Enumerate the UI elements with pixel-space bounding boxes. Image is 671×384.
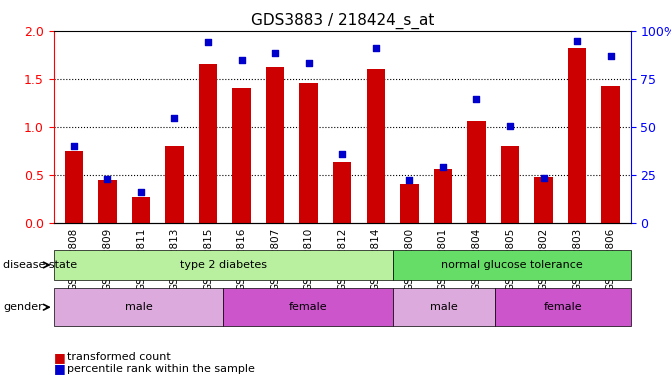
Text: percentile rank within the sample: percentile rank within the sample bbox=[67, 364, 255, 374]
Text: normal glucose tolerance: normal glucose tolerance bbox=[441, 260, 583, 270]
Point bbox=[437, 164, 448, 170]
Text: type 2 diabetes: type 2 diabetes bbox=[180, 260, 267, 270]
Bar bbox=[501, 146, 519, 223]
Point bbox=[572, 38, 582, 45]
Text: male: male bbox=[430, 302, 458, 312]
Bar bbox=[165, 146, 184, 223]
Point bbox=[68, 143, 79, 149]
Point bbox=[236, 56, 247, 63]
Text: ■: ■ bbox=[54, 351, 66, 364]
Point bbox=[404, 177, 415, 184]
Bar bbox=[98, 180, 117, 223]
Point bbox=[605, 53, 616, 59]
Bar bbox=[534, 177, 553, 223]
Text: male: male bbox=[125, 302, 152, 312]
Bar bbox=[601, 86, 620, 223]
Bar bbox=[132, 197, 150, 223]
Point bbox=[203, 39, 213, 45]
Bar bbox=[64, 151, 83, 223]
Point bbox=[471, 96, 482, 102]
Point bbox=[136, 189, 146, 195]
Bar bbox=[232, 88, 251, 223]
Bar bbox=[467, 121, 486, 223]
Bar bbox=[333, 162, 352, 223]
Text: transformed count: transformed count bbox=[67, 352, 171, 362]
Text: ■: ■ bbox=[54, 362, 66, 375]
Bar bbox=[568, 48, 586, 223]
Bar bbox=[199, 65, 217, 223]
Point bbox=[370, 45, 381, 51]
Point bbox=[505, 123, 515, 129]
Point bbox=[337, 151, 348, 157]
Bar bbox=[266, 67, 285, 223]
Text: gender: gender bbox=[3, 302, 43, 312]
Point bbox=[102, 175, 113, 182]
Bar bbox=[433, 169, 452, 223]
Point bbox=[169, 115, 180, 121]
Text: disease state: disease state bbox=[3, 260, 77, 270]
Text: female: female bbox=[289, 302, 327, 312]
Bar bbox=[400, 184, 419, 223]
Title: GDS3883 / 218424_s_at: GDS3883 / 218424_s_at bbox=[250, 13, 434, 29]
Point bbox=[303, 60, 314, 66]
Bar bbox=[366, 69, 385, 223]
Point bbox=[270, 50, 280, 56]
Bar bbox=[299, 83, 318, 223]
Text: female: female bbox=[544, 302, 582, 312]
Point bbox=[538, 175, 549, 181]
